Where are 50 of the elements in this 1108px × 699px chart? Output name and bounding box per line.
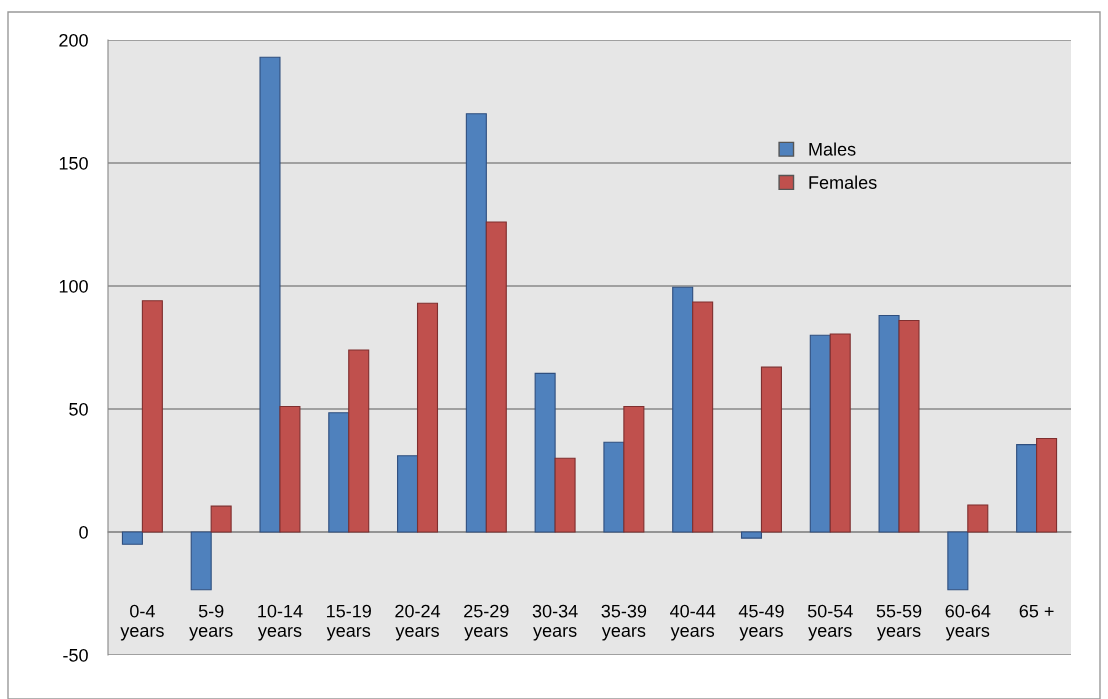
bar [121, 531, 143, 545]
legend-label: Males [809, 142, 856, 156]
bar [760, 366, 782, 533]
bar [279, 405, 301, 533]
x-tick-label: 45-49 years [738, 604, 784, 641]
y-tick-label: 100 [59, 279, 88, 293]
bar [829, 333, 851, 533]
x-tick-label: 60-64 years [945, 604, 991, 641]
y-tick-label: 0 [79, 525, 88, 539]
bar [603, 441, 625, 533]
x-tick-label: 35-39 years [601, 604, 647, 641]
bar [809, 334, 831, 533]
x-tick-label: 10-14 years [257, 604, 303, 641]
bar [485, 221, 507, 533]
bar [554, 457, 576, 533]
y-tick-label: 50 [69, 402, 88, 416]
x-tick-label: 30-34 years [532, 604, 578, 641]
bar [623, 405, 645, 533]
bar [692, 301, 714, 533]
bar [898, 319, 920, 533]
x-tick-label: 20-24 years [395, 604, 441, 641]
bar [947, 531, 969, 591]
bar [878, 314, 900, 533]
legend-label: Females [809, 175, 877, 189]
x-tick-label: 25-29 years [464, 604, 509, 641]
x-tick-label: 5-9 years [189, 604, 233, 641]
bar [534, 372, 556, 533]
x-tick-label: 65 + [1019, 604, 1054, 618]
bar [1016, 444, 1038, 533]
y-tick-label: -50 [63, 648, 88, 662]
bar [348, 349, 370, 533]
bar [967, 504, 989, 533]
bar [465, 113, 487, 533]
bar [1036, 437, 1058, 533]
bar [740, 531, 763, 539]
bar [416, 302, 439, 533]
bar [141, 300, 163, 533]
x-tick-label: 0-4 years [120, 604, 164, 641]
bar [397, 455, 419, 533]
x-tick-label: 55-59 years [876, 604, 922, 641]
x-tick-label: 15-19 years [326, 604, 371, 641]
x-tick-label: 50-54 years [807, 604, 853, 641]
bar [190, 531, 212, 591]
bar [328, 412, 350, 533]
y-tick-label: 150 [59, 156, 88, 170]
bar [259, 56, 281, 533]
bar [210, 505, 232, 533]
bar [672, 286, 694, 533]
x-tick-label: 40-44 years [670, 604, 716, 641]
y-tick-label: 200 [59, 33, 88, 47]
